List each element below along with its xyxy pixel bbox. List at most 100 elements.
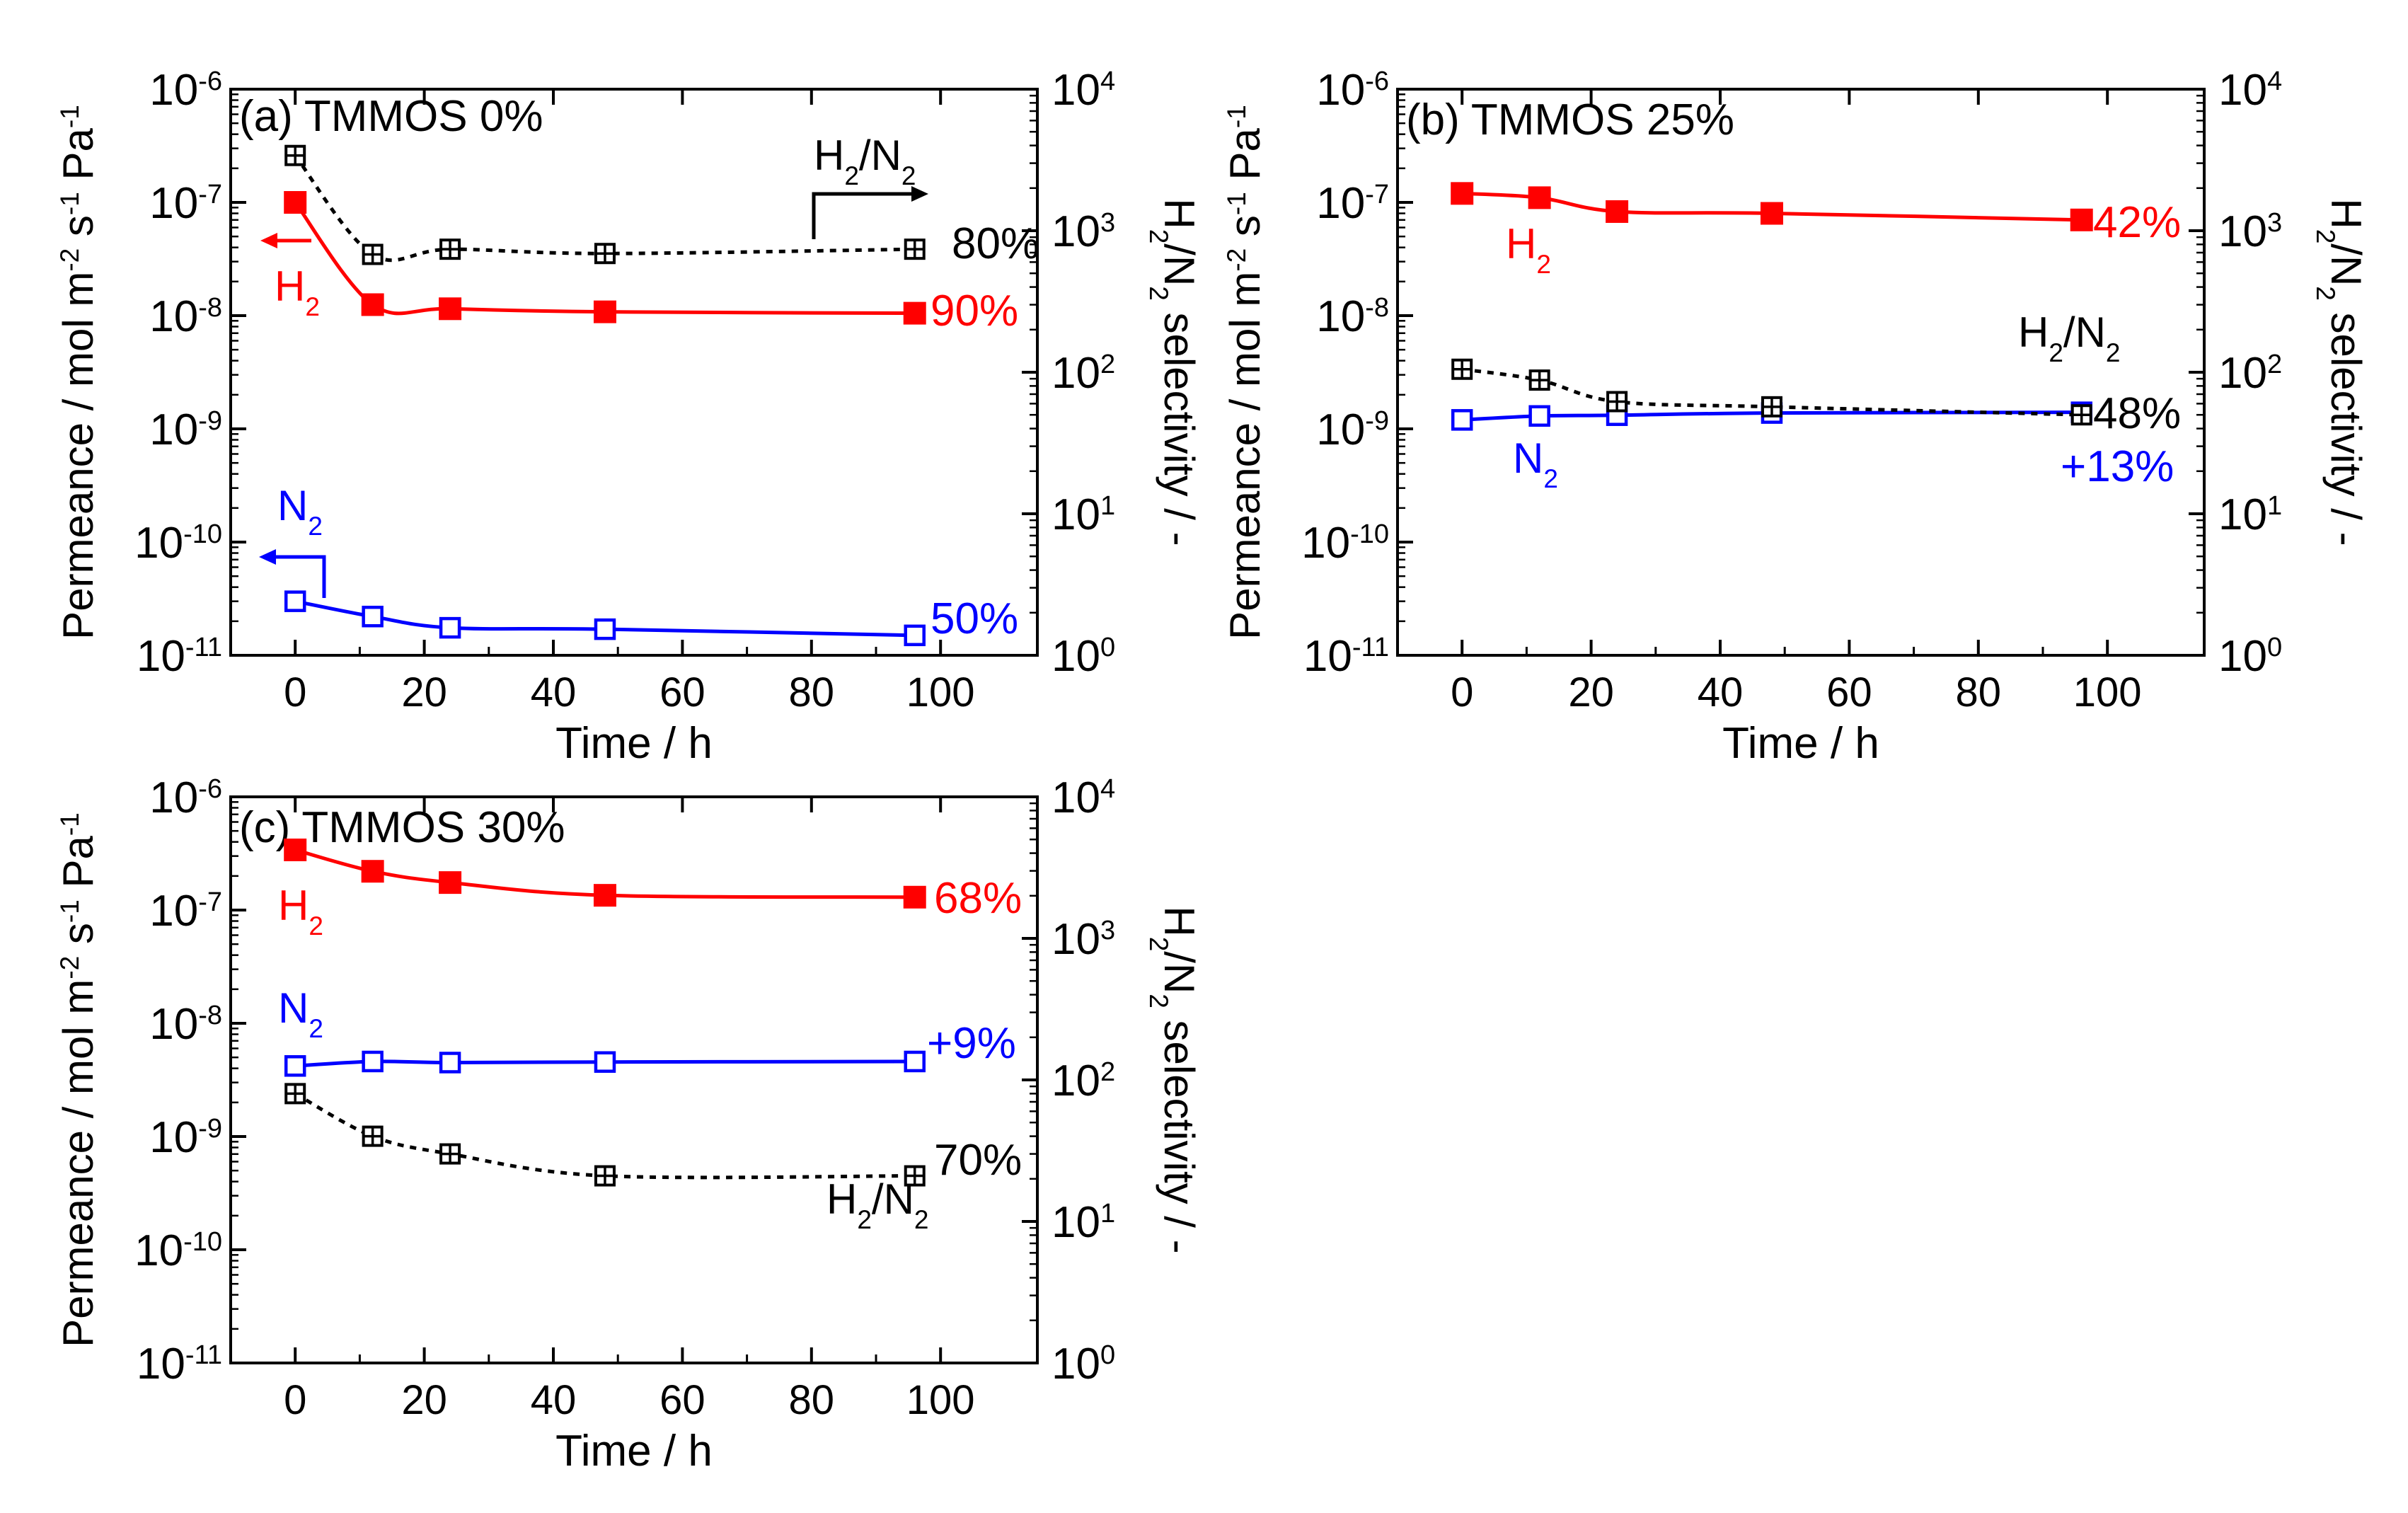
y2-tick-label: 100 <box>1052 632 1115 681</box>
series-label-n2: N2 <box>277 482 323 541</box>
marker-n2 <box>362 605 384 628</box>
series-line-hn <box>1461 367 2082 417</box>
marker-n2 <box>362 1050 384 1073</box>
panel-b: 0 20 40 60 80 100 Time / h 10-6 10-7 10-8 10-9 10-1… <box>1221 66 2370 768</box>
panel-a: 0 20 40 60 80 100 Time / h 10-6 10-7 10-8 10-9 10-1… <box>54 66 1203 768</box>
series-label-hn: H2/N2 <box>826 1175 929 1234</box>
marker-hn <box>362 1125 384 1147</box>
marker-h2 <box>1528 186 1551 209</box>
marker-hn <box>594 1165 616 1187</box>
y2-tick-label: 104 <box>1052 66 1115 115</box>
x-tick-label: 20 <box>1568 669 1614 715</box>
marker-hn <box>1528 369 1550 391</box>
series-label-n2: N2 <box>278 984 323 1043</box>
marker-hn <box>2070 404 2092 426</box>
series-label-hn: H2/N2 <box>2018 309 2121 367</box>
marker-n2 <box>1528 405 1550 427</box>
panel-title: (b) TMMOS 25% <box>1406 96 1734 144</box>
marker-n2 <box>439 1052 461 1074</box>
marker-n2 <box>284 1055 306 1077</box>
y2-tick-label: 102 <box>2218 349 2282 398</box>
marker-n2 <box>594 1051 616 1073</box>
y-tick-label: 10-6 <box>149 773 222 822</box>
x-tick-label: 100 <box>906 1377 975 1423</box>
x-tick-label: 80 <box>1956 669 2002 715</box>
y-axis-label: Permeance / mol m-2 s-1 Pa-1 <box>1221 105 1269 640</box>
marker-h2 <box>1606 200 1629 223</box>
y2-tick-label: 102 <box>1052 349 1115 398</box>
marker-h2 <box>903 301 926 325</box>
change-label-h2: 90% <box>931 287 1018 335</box>
marker-n2 <box>284 590 306 612</box>
x-tick-label: 0 <box>284 669 306 715</box>
plot-frame <box>229 88 1039 657</box>
marker-hn <box>284 1083 306 1105</box>
y2-tick-label: 100 <box>1052 1340 1115 1388</box>
marker-hn <box>1606 391 1628 413</box>
axis-arrow-h2n2 <box>812 192 914 239</box>
y-tick-label: 10-7 <box>1316 179 1389 228</box>
change-label-n2: +13% <box>2061 442 2174 491</box>
y-tick-label: 10-10 <box>134 1226 222 1275</box>
series-label-hn: H2/N2 <box>814 132 916 190</box>
series-label-n2: N2 <box>1513 435 1558 493</box>
marker-n2 <box>439 616 461 639</box>
y2-tick-label: 100 <box>2218 632 2282 681</box>
series-line-h2 <box>294 201 915 316</box>
x-tick-label: 100 <box>2073 669 2142 715</box>
y-tick-label: 10-7 <box>149 179 222 228</box>
marker-h2 <box>284 191 307 214</box>
marker-n2 <box>1451 409 1473 431</box>
y-tick-label: 10-8 <box>149 1000 222 1049</box>
marker-h2 <box>439 297 462 321</box>
y-axis-label: Permeance / mol m-2 s-1 Pa-1 <box>54 812 102 1347</box>
y2-tick-label: 103 <box>1052 915 1115 964</box>
change-label-hn: 70% <box>934 1136 1022 1185</box>
y2-tick-label: 103 <box>1052 207 1115 256</box>
x-tick-label: 40 <box>531 1377 577 1423</box>
series-line-hn <box>294 154 915 263</box>
x-tick-label: 0 <box>1451 669 1473 715</box>
x-tick-label: 40 <box>1698 669 1744 715</box>
change-label-n2: 50% <box>931 594 1018 643</box>
marker-h2 <box>593 300 616 323</box>
x-tick-label: 0 <box>284 1377 306 1423</box>
series-label-h2: H2 <box>278 882 323 940</box>
change-label-hn: 48% <box>2093 389 2181 438</box>
y-tick-label: 10-9 <box>1316 405 1389 454</box>
y2-tick-label: 104 <box>2218 66 2282 115</box>
marker-hn <box>439 1143 461 1165</box>
y2-tick-label: 101 <box>1052 490 1115 539</box>
marker-h2 <box>361 860 384 883</box>
marker-hn <box>904 1165 926 1187</box>
x-axis-label: Time / h <box>555 719 713 768</box>
marker-hn <box>362 243 384 265</box>
marker-hn <box>1451 358 1473 380</box>
axis-arrow-n2 <box>272 555 326 598</box>
y2-axis-label: H2/N2 selectivity / - <box>1145 198 1204 546</box>
x-tick-label: 60 <box>659 1377 705 1423</box>
arrow-head-h2n2 <box>911 186 928 202</box>
change-label-h2: 42% <box>2093 198 2181 247</box>
x-tick-label: 20 <box>401 1377 447 1423</box>
y-tick-label: 10-9 <box>149 1113 222 1162</box>
y-tick-label: 10-6 <box>1316 66 1389 115</box>
y2-tick-label: 101 <box>1052 1198 1115 1247</box>
panel-title: (a) TMMOS 0% <box>239 92 543 141</box>
y2-tick-label: 102 <box>1052 1057 1115 1105</box>
y2-axis-label: H2/N2 selectivity / - <box>1145 906 1204 1253</box>
x-tick-label: 80 <box>789 669 835 715</box>
y-tick-label: 10-9 <box>149 405 222 454</box>
y2-tick-label: 101 <box>2218 490 2282 539</box>
x-tick-label: 60 <box>659 669 705 715</box>
y-axis-label: Permeance / mol m-2 s-1 Pa-1 <box>54 105 102 640</box>
arrow-head-n2 <box>259 549 276 565</box>
marker-hn <box>284 144 306 166</box>
panel-c: 0 20 40 60 80 100 Time / h 10-6 10-7 10-8 10-9 10-1… <box>54 773 1203 1475</box>
marker-h2 <box>2070 208 2093 231</box>
x-tick-label: 80 <box>789 1377 835 1423</box>
change-label-hn: 80% <box>952 219 1039 268</box>
y-tick-label: 10-11 <box>137 632 222 681</box>
marker-hn <box>439 238 461 260</box>
series-label-h2: H2 <box>1506 220 1551 279</box>
